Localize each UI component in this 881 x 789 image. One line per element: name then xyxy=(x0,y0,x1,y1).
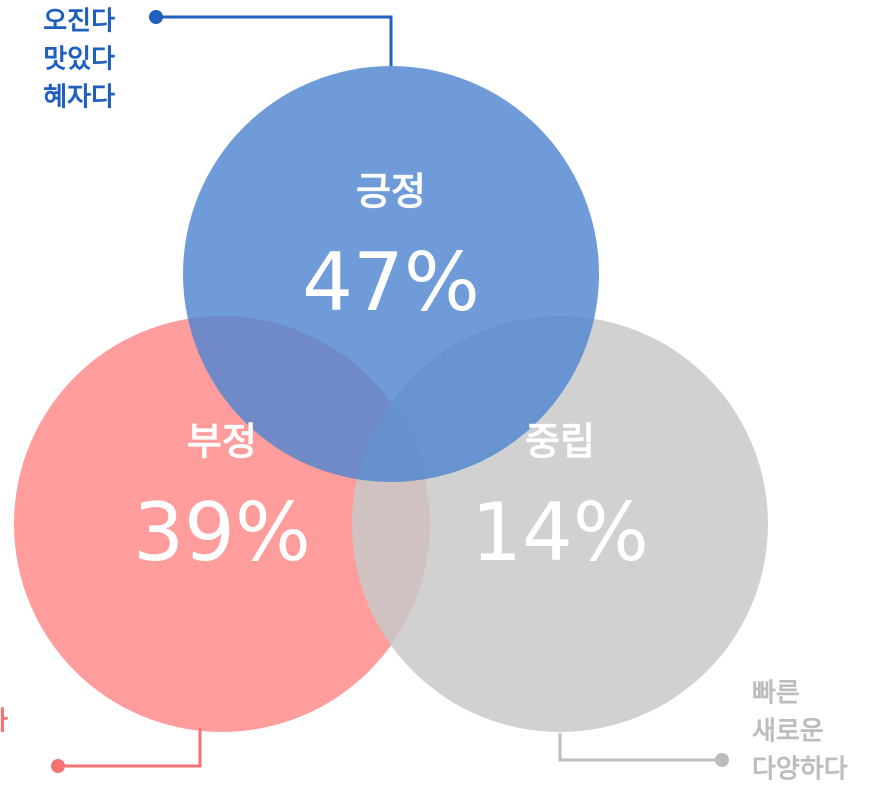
value-label: 39% xyxy=(133,486,311,579)
leader-dot xyxy=(51,759,65,773)
leader-line xyxy=(558,733,722,762)
venn-circle xyxy=(183,66,599,482)
category-label: 긍정 xyxy=(356,170,426,214)
leader-line xyxy=(58,728,202,768)
leader-dot xyxy=(149,10,163,24)
leader-line xyxy=(156,15,393,66)
keyword: 혜자다 xyxy=(43,83,115,113)
category-label: 중립 xyxy=(525,420,595,464)
keyword: 새로운 xyxy=(752,717,824,747)
value-label: 14% xyxy=(471,486,649,579)
keyword: 다양하다 xyxy=(752,755,848,785)
leader-dot xyxy=(715,753,729,767)
keyword: 빠른 xyxy=(752,679,800,709)
category-label: 부정 xyxy=(187,420,257,464)
keyword: 맛있다 xyxy=(43,45,115,75)
keyword: 가 xyxy=(0,707,8,737)
value-label: 47% xyxy=(302,236,480,329)
keyword: 오진다 xyxy=(43,7,115,37)
